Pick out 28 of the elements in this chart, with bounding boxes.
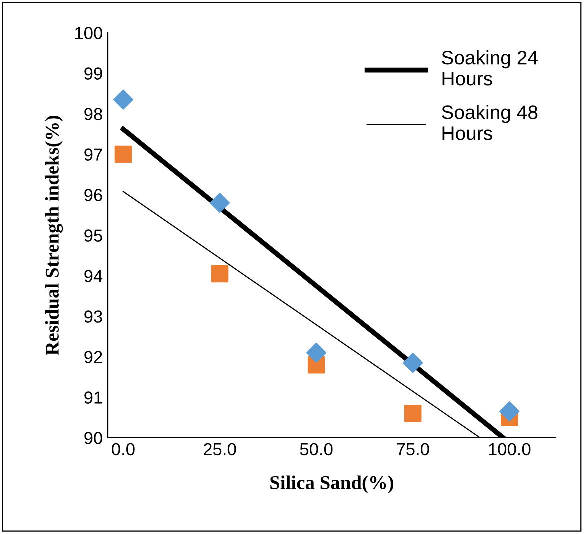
y-tick-label: 94 (84, 270, 103, 282)
legend-label: Soaking 48 Hours (442, 105, 538, 140)
y-tick-label: 100 (76, 27, 102, 40)
y-tick-label: 92 (84, 351, 102, 364)
x-tick-label: 25.0 (204, 443, 236, 456)
point (306, 342, 327, 363)
y-tick-label: 97 (84, 148, 102, 161)
y-tick-label: 95 (84, 230, 102, 242)
x-tick-label: 75.0 (397, 443, 430, 456)
point (114, 146, 132, 164)
point (404, 405, 422, 422)
y-tick-label: 90 (84, 432, 102, 444)
point (403, 353, 424, 374)
x-tick-label: 0.0 (112, 443, 135, 456)
y-tick-label: 91 (84, 392, 102, 404)
x-axis-title: Silica Sand(%) (270, 476, 394, 494)
y-tick-label: 93 (84, 310, 102, 323)
y-tick-label: 99 (84, 68, 102, 80)
x-tick-label: 100.0 (489, 443, 531, 456)
legend-label: Soaking 24 Hours (442, 50, 538, 86)
y-tick-label: 98 (84, 108, 102, 120)
point (500, 402, 520, 422)
point (210, 193, 230, 214)
point (113, 90, 134, 110)
x-tick-label: 50.0 (300, 443, 333, 456)
point (211, 265, 229, 283)
y-tick-label: 96 (84, 189, 102, 202)
y-axis-title: Residual Strength indeks(%) (45, 116, 64, 356)
